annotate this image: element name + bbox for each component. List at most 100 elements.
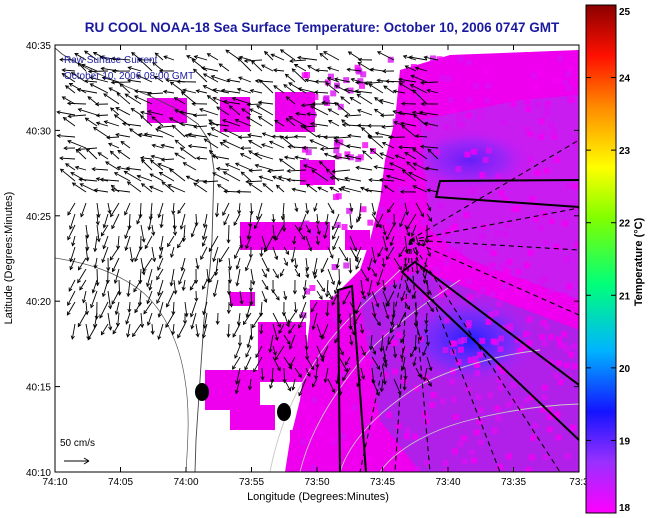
current-vector-head	[251, 280, 256, 286]
current-vector	[400, 334, 406, 343]
current-vector-head	[108, 326, 113, 331]
current-vector-head	[259, 330, 264, 335]
current-vector-head	[335, 264, 340, 269]
sst-pixel	[497, 464, 504, 471]
current-vector	[247, 224, 252, 240]
current-vector	[218, 246, 230, 263]
sst-pixel	[471, 457, 478, 464]
current-vector	[338, 345, 344, 356]
sst-pixel	[542, 276, 549, 283]
current-vector	[84, 50, 98, 61]
sst-pixel	[395, 455, 402, 462]
current-vector	[147, 312, 153, 326]
current-vector	[272, 312, 281, 328]
current-vector-head	[333, 290, 338, 295]
sst-pixel	[482, 156, 489, 163]
current-vector	[180, 147, 197, 160]
current-vector-head	[423, 121, 429, 126]
current-vector-head	[124, 234, 129, 240]
current-vector	[304, 279, 307, 291]
current-vector	[382, 279, 386, 291]
current-vector	[151, 246, 156, 262]
sst-pixel	[444, 228, 451, 235]
current-vector-head	[245, 244, 250, 250]
current-vector-head	[385, 255, 390, 261]
current-vector	[250, 268, 255, 285]
current-vector-head	[87, 336, 92, 341]
current-vector-head	[113, 172, 119, 176]
current-vector-head	[292, 240, 297, 245]
current-vector	[249, 169, 263, 172]
current-vector-head	[171, 331, 176, 336]
sst-pixel	[310, 464, 317, 471]
current-vector-head	[294, 207, 299, 213]
current-vector-head	[411, 110, 417, 115]
sst-pixel	[490, 250, 497, 257]
current-vector	[349, 213, 352, 229]
current-vector-head	[361, 375, 366, 380]
current-vector	[172, 124, 186, 138]
current-vector-head	[420, 80, 425, 85]
sst-pixel	[303, 220, 310, 227]
current-vector	[120, 141, 131, 149]
transect-lines	[359, 139, 579, 472]
current-vector-head	[66, 101, 72, 106]
sst-pixel	[456, 114, 463, 121]
current-vector	[152, 62, 164, 72]
current-vector-head	[189, 286, 194, 291]
current-vector	[149, 173, 164, 182]
current-vector-head	[61, 96, 66, 101]
sst-pixel	[534, 202, 541, 209]
current-vector	[314, 268, 318, 279]
current-vector-head	[105, 161, 110, 166]
current-vector	[382, 356, 387, 368]
current-vector-head	[315, 241, 320, 246]
current-vector	[189, 279, 197, 291]
current-vector-head	[139, 323, 145, 329]
current-vector	[382, 345, 387, 364]
current-vector	[236, 257, 241, 270]
current-vector	[425, 167, 439, 171]
current-vector-head	[74, 52, 79, 57]
current-vector-head	[323, 135, 328, 140]
current-vector-head	[270, 53, 275, 58]
current-vector-head	[100, 331, 105, 336]
current-vector	[255, 153, 274, 160]
x-axis-ticks: 74:10 74:05 74:00 73:55 73:50 73:45 73:40 73:35…	[42, 45, 589, 488]
current-vector	[410, 84, 428, 94]
current-vector-head	[298, 392, 303, 397]
current-vector-head	[349, 207, 354, 213]
current-vector	[100, 56, 120, 61]
current-vector-head	[114, 310, 119, 316]
x-tick-label: 73:50	[304, 477, 329, 488]
current-vector	[112, 323, 120, 334]
current-vector	[127, 279, 131, 297]
current-vector	[313, 257, 318, 275]
current-vector-head	[311, 325, 316, 331]
sst-pixel	[485, 245, 492, 252]
current-vector-head	[247, 386, 253, 391]
current-vector-head	[387, 208, 391, 214]
current-vector	[289, 334, 296, 350]
current-vector	[77, 268, 87, 283]
current-vector-head	[97, 152, 102, 157]
sst-pixel	[401, 377, 408, 384]
sst-pixel	[437, 203, 444, 210]
current-vector-head	[389, 241, 394, 247]
current-vector-head	[266, 168, 272, 173]
current-vector	[274, 119, 285, 127]
current-vector-head	[158, 68, 164, 74]
current-vector-head	[379, 388, 384, 393]
current-vector	[272, 323, 278, 341]
current-vector	[238, 312, 241, 326]
current-vector	[202, 224, 208, 240]
current-vector-head	[305, 210, 310, 215]
current-vector-head	[169, 168, 174, 173]
current-vector	[208, 268, 219, 283]
sst-pixel	[516, 347, 523, 354]
current-vector-head	[368, 346, 373, 351]
current-vector-head	[67, 301, 71, 306]
current-vector	[124, 170, 142, 182]
current-vector	[140, 312, 143, 328]
